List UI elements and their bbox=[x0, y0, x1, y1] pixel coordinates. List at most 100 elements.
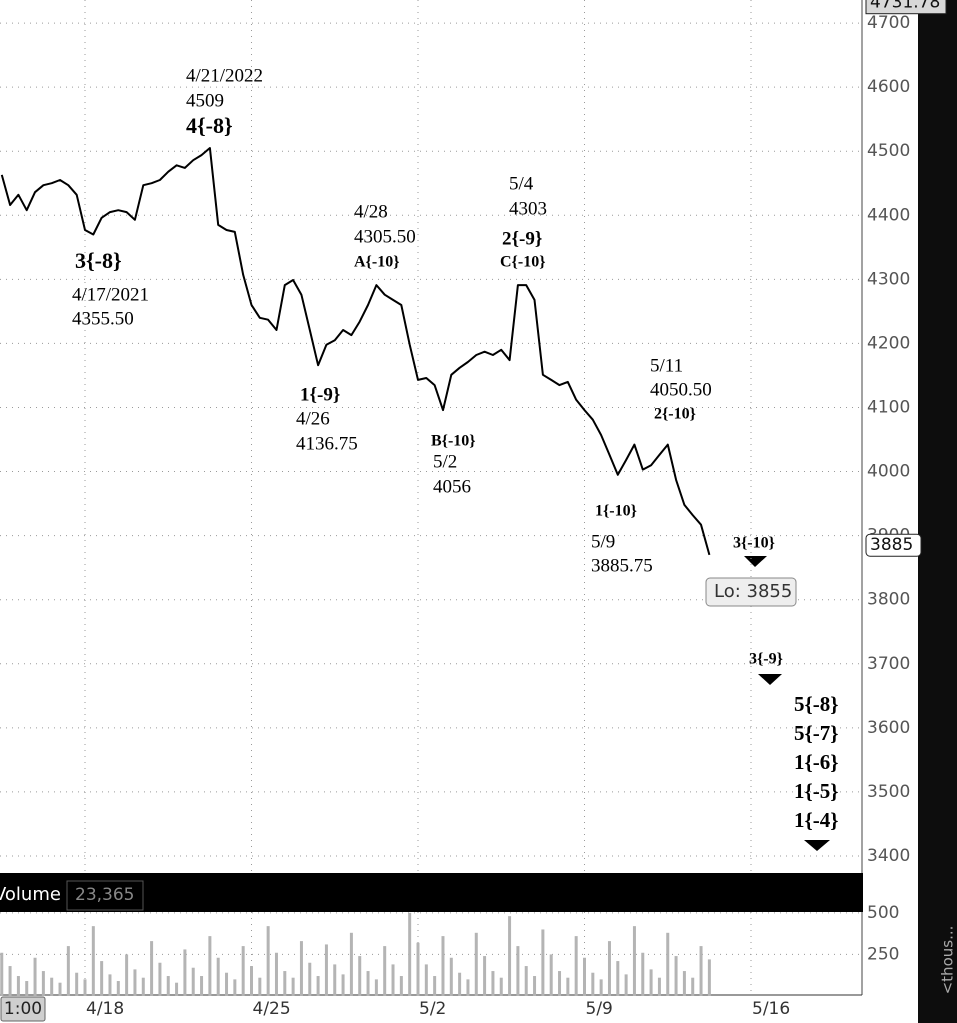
volume-bar bbox=[533, 976, 537, 996]
volume-bar bbox=[691, 977, 695, 996]
volume-bar bbox=[108, 974, 112, 996]
volume-bar bbox=[50, 977, 54, 996]
high-flag: 4731.78 bbox=[870, 0, 940, 13]
volume-bar bbox=[641, 952, 645, 996]
volume-bar bbox=[416, 942, 420, 996]
last-price-box bbox=[865, 533, 922, 557]
annotation: 4/28 bbox=[354, 201, 388, 222]
volume-bar bbox=[308, 962, 312, 996]
annotation: 4136.75 bbox=[296, 433, 358, 454]
annotation: 3{-10} bbox=[733, 535, 775, 552]
volume-bar bbox=[225, 972, 229, 996]
volume-bar bbox=[100, 961, 104, 996]
y-tick-label: 3700 bbox=[867, 654, 910, 674]
volume-bar bbox=[75, 972, 79, 996]
annotation: 4355.50 bbox=[72, 308, 134, 329]
volume-bar bbox=[125, 954, 129, 996]
annotation: 4056 bbox=[433, 476, 471, 497]
volume-bar bbox=[558, 971, 562, 996]
y-tick-label: 250 bbox=[867, 944, 899, 964]
volume-bar bbox=[383, 946, 387, 996]
annotation: 5{-7} bbox=[794, 721, 839, 745]
annotation: 1{-5} bbox=[794, 779, 839, 803]
volume-bar bbox=[175, 982, 179, 996]
volume-bar bbox=[0, 952, 4, 996]
marker-triangle bbox=[758, 674, 782, 685]
volume-bar bbox=[399, 976, 403, 996]
volume-bar bbox=[483, 956, 487, 996]
y-tick-label: 4500 bbox=[867, 141, 910, 161]
annotation: 2{-10} bbox=[654, 406, 696, 423]
annotation: 4305.50 bbox=[354, 226, 416, 247]
x-tick-label: 5/16 bbox=[752, 999, 790, 1019]
annotation: 4{-8} bbox=[186, 113, 233, 138]
volume-bar bbox=[491, 971, 495, 996]
volume-bar bbox=[707, 959, 711, 996]
volume-bar bbox=[433, 976, 437, 996]
annotation: 4/21/2022 bbox=[186, 65, 263, 86]
annotation: 1{-4} bbox=[794, 808, 839, 832]
volume-bar bbox=[91, 926, 95, 996]
marker-triangle bbox=[744, 556, 767, 567]
volume-bar bbox=[657, 977, 661, 996]
volume-bar bbox=[616, 961, 620, 996]
volume-bar bbox=[166, 976, 170, 996]
interval[interactable]: 1:00 bbox=[4, 999, 42, 1019]
annotation: 5{-8} bbox=[794, 692, 839, 716]
volume-bar bbox=[324, 944, 328, 996]
volume-bar bbox=[58, 982, 62, 996]
volume-bar bbox=[33, 957, 37, 996]
high-flag-box bbox=[865, 0, 947, 15]
y-tick-label: 3600 bbox=[867, 718, 910, 738]
y-tick-label: 3500 bbox=[867, 782, 910, 802]
volume-bar bbox=[699, 946, 703, 996]
volume-bar bbox=[674, 956, 678, 996]
volume-bar bbox=[258, 977, 262, 996]
volume-bar bbox=[549, 954, 553, 996]
volume-bar bbox=[449, 957, 453, 996]
volume-bar bbox=[632, 926, 636, 996]
volume-bar bbox=[25, 981, 29, 996]
x-tick-label: 4/25 bbox=[253, 999, 291, 1019]
volume-bar bbox=[424, 964, 428, 996]
annotation: 3885.75 bbox=[591, 555, 653, 576]
volume-bar bbox=[583, 957, 586, 996]
volume-bar bbox=[499, 977, 503, 996]
volume-bar bbox=[200, 976, 204, 996]
volume-bar bbox=[291, 977, 295, 996]
y-tick-label: 3800 bbox=[867, 590, 910, 610]
volume-bar bbox=[250, 966, 253, 996]
volume-box bbox=[66, 880, 144, 911]
y-tick-label: 4600 bbox=[867, 77, 910, 97]
volume-bar bbox=[150, 941, 154, 996]
annotation: 1{-6} bbox=[794, 750, 839, 774]
volume-bar bbox=[666, 932, 670, 996]
volume-bar bbox=[682, 971, 686, 996]
volume-bar bbox=[233, 979, 237, 996]
y-tick-label: 4700 bbox=[867, 13, 910, 33]
volume-bar bbox=[299, 941, 303, 996]
volume-bar bbox=[599, 979, 603, 996]
volume-bar bbox=[374, 979, 378, 996]
volume-bar bbox=[466, 979, 470, 996]
volume-bar bbox=[366, 971, 370, 996]
interval-box[interactable] bbox=[0, 996, 46, 1022]
y-tick-label: 500 bbox=[867, 903, 899, 923]
volume-bar bbox=[408, 912, 412, 996]
x-tick-label: 5/9 bbox=[586, 999, 613, 1019]
annotation: 5/2 bbox=[433, 451, 457, 472]
volume-bar bbox=[158, 962, 162, 996]
volume-bar bbox=[191, 967, 195, 996]
annotation: 5/9 bbox=[591, 531, 615, 552]
low-box bbox=[705, 577, 797, 607]
volume-bar bbox=[216, 957, 220, 996]
volume-bar bbox=[283, 971, 287, 996]
annotation: 1{-10} bbox=[595, 503, 637, 520]
annotation: 4050.50 bbox=[650, 379, 712, 400]
marker-triangle bbox=[804, 840, 830, 851]
annotation: 3{-8} bbox=[75, 248, 122, 273]
volume-bar bbox=[516, 946, 520, 996]
annotation: 3{-9} bbox=[749, 651, 783, 668]
volume-bar bbox=[607, 941, 611, 996]
